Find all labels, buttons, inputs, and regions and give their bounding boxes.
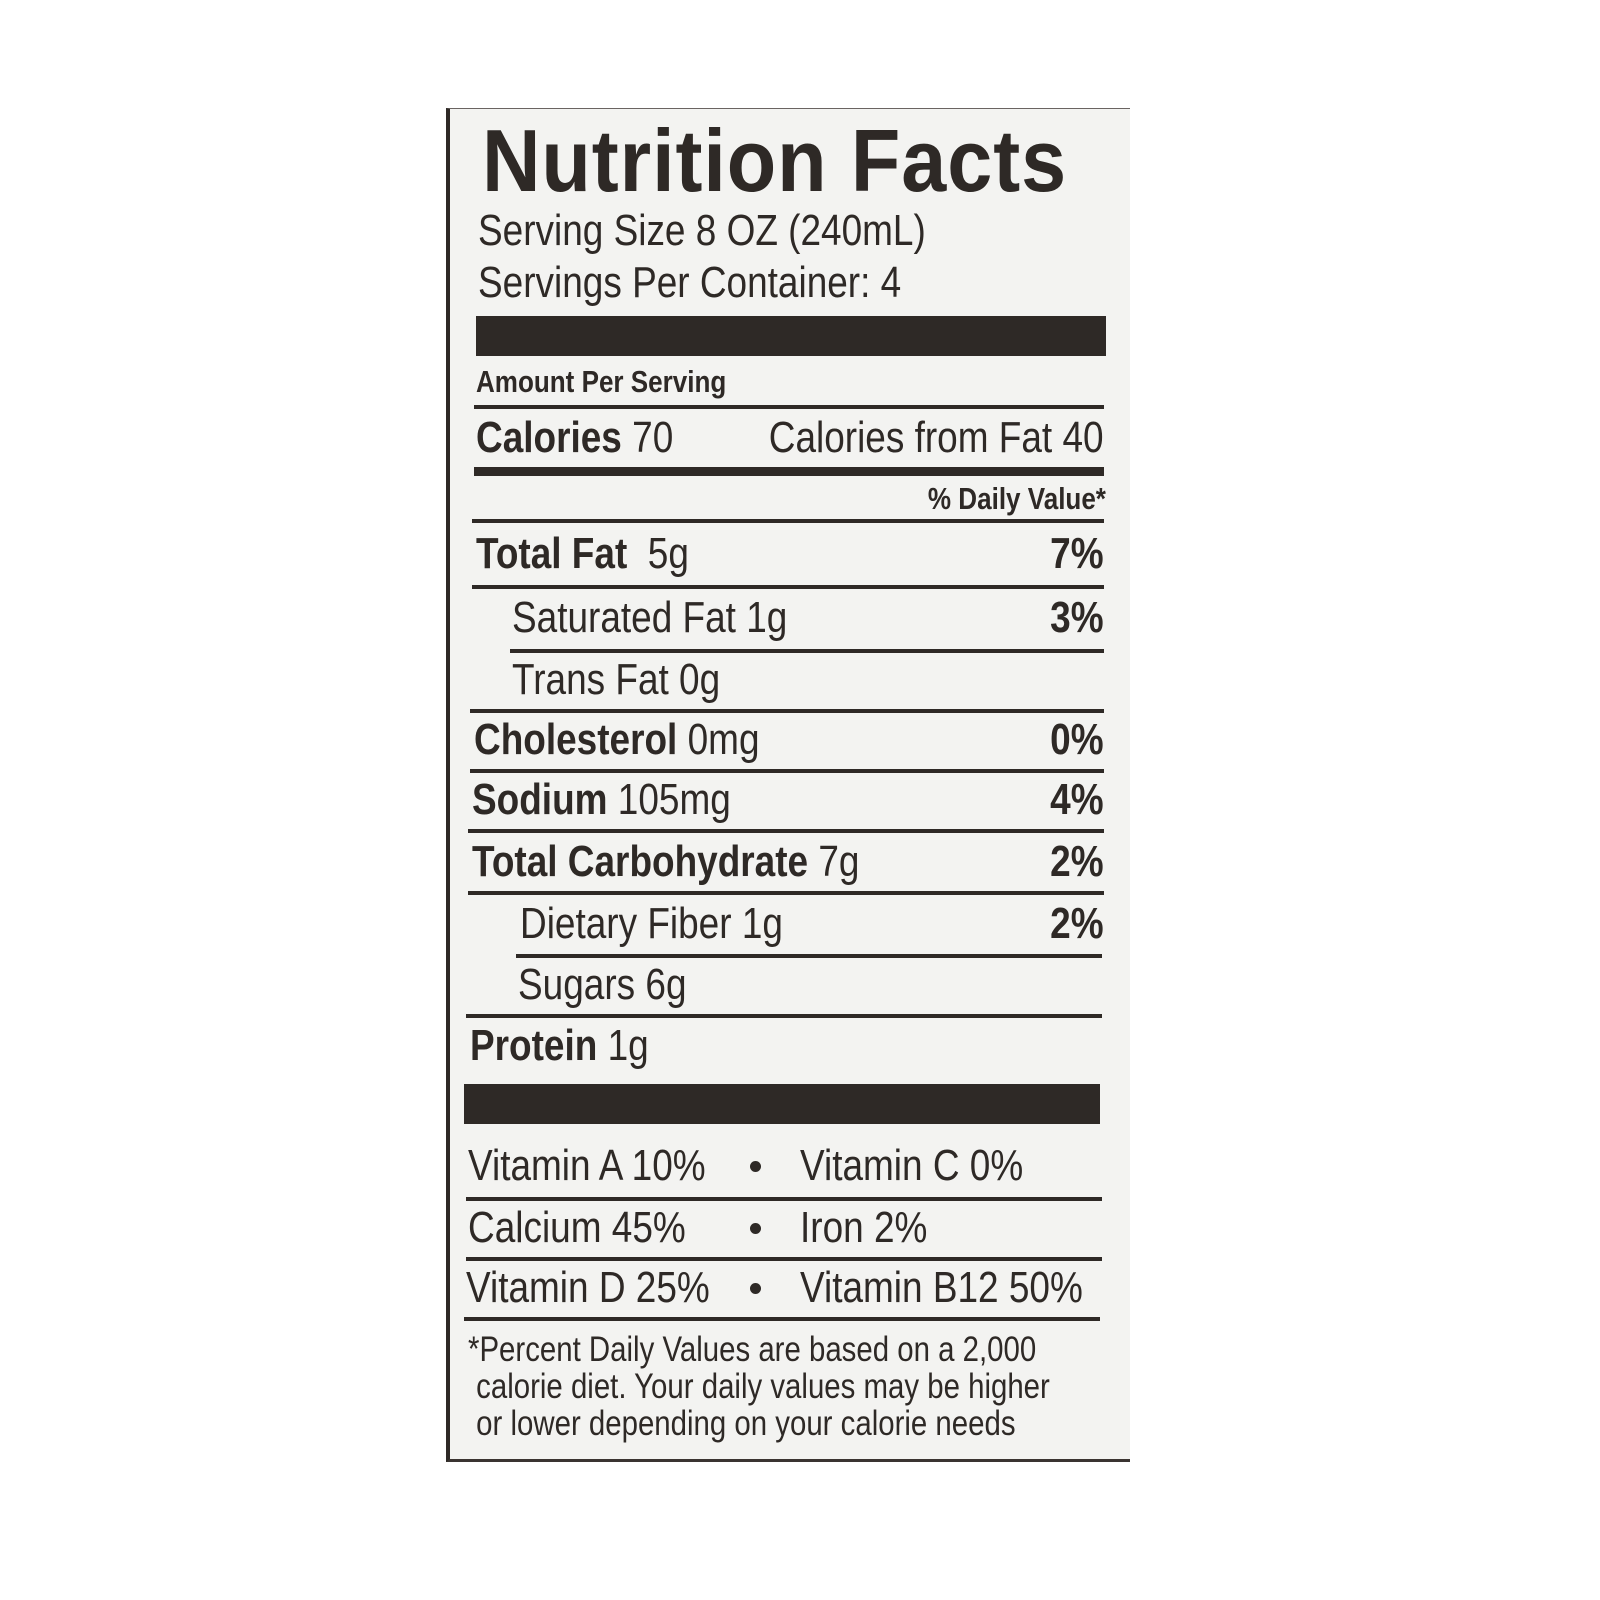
servings-per-container: Servings Per Container: 4 bbox=[478, 258, 902, 307]
calories-row: Calories 70 Calories from Fat 40 bbox=[450, 413, 1130, 465]
label-title: Nutrition Facts bbox=[482, 111, 1068, 210]
nutrients-7-amount: 6g bbox=[645, 960, 687, 1009]
bullet bbox=[750, 1263, 761, 1313]
nutrients-2-amount: 0g bbox=[679, 655, 721, 704]
nutrients-3-name: Cholesterol bbox=[474, 715, 678, 764]
divider bbox=[464, 1317, 1100, 1321]
nutrient-row-total-carbohydrate: Total Carbohydrate 7g 2% bbox=[450, 837, 1130, 889]
nutrients-6-dv: 2% bbox=[1050, 899, 1104, 948]
vitamins-1-left: Calcium 45% bbox=[468, 1203, 686, 1252]
nutrients-3-dv: 0% bbox=[1050, 715, 1104, 764]
row-text: Sodium 105mg bbox=[472, 775, 731, 825]
row-text: Trans Fat 0g bbox=[512, 655, 720, 705]
bullet bbox=[750, 1141, 761, 1191]
vitamins-1-right: Iron 2% bbox=[800, 1203, 928, 1252]
vitamins-0-left: Vitamin A 10% bbox=[468, 1141, 706, 1190]
serving-size: Serving Size 8 OZ (240mL) bbox=[478, 206, 926, 255]
thick-divider bbox=[464, 1084, 1100, 1124]
vitamin-row: Calcium 45% Iron 2% bbox=[450, 1203, 1130, 1255]
nutrients-4-amount: 105mg bbox=[617, 775, 731, 824]
footnote-0: *Percent Daily Values are based on a 2,0… bbox=[468, 1330, 1037, 1369]
nutrients-7-name: Sugars bbox=[518, 960, 636, 1009]
divider bbox=[472, 519, 1104, 523]
divider bbox=[470, 709, 1104, 713]
nutrients-1-name: Saturated Fat bbox=[512, 593, 736, 642]
bullet-icon bbox=[750, 1222, 761, 1234]
divider bbox=[466, 1197, 1102, 1201]
vitamin-row: Vitamin D 25% Vitamin B12 50% bbox=[450, 1263, 1130, 1315]
calories-left: Calories 70 bbox=[476, 413, 673, 463]
nutrient-row-sodium: Sodium 105mg 4% bbox=[450, 775, 1130, 827]
medium-divider bbox=[474, 467, 1104, 476]
row-text: Protein 1g bbox=[470, 1021, 649, 1071]
amount-per-serving: Amount Per Serving bbox=[476, 364, 727, 399]
nutrient-row-dietary-fiber: Dietary Fiber 1g 2% bbox=[450, 899, 1130, 951]
nutrients-2-name: Trans Fat bbox=[512, 655, 669, 704]
divider bbox=[472, 585, 1104, 589]
nutrients-0-dv: 7% bbox=[1050, 529, 1104, 578]
divider bbox=[474, 405, 1104, 409]
divider bbox=[510, 649, 1104, 653]
nutrients-1-dv: 3% bbox=[1050, 593, 1104, 642]
nutrient-row-trans-fat: Trans Fat 0g bbox=[450, 655, 1130, 707]
nutrient-row-total-fat: Total Fat 5g 7% bbox=[450, 529, 1130, 581]
bullet-icon bbox=[750, 1160, 761, 1172]
row-text: Total Carbohydrate 7g bbox=[472, 837, 860, 887]
footnote-2: or lower depending on your calorie needs bbox=[468, 1404, 1016, 1443]
nutrients-5-dv: 2% bbox=[1050, 837, 1104, 886]
row-text: Dietary Fiber 1g bbox=[520, 899, 783, 949]
calories-from-fat: Calories from Fat 40 bbox=[769, 413, 1104, 462]
daily-value-header: % Daily Value* bbox=[927, 481, 1106, 516]
nutrient-row-cholesterol: Cholesterol 0mg 0% bbox=[450, 715, 1130, 767]
nutrients-8-name: Protein bbox=[470, 1021, 598, 1070]
nutrients-0-amount: 5g bbox=[647, 529, 689, 578]
nutrients-3-amount: 0mg bbox=[687, 715, 760, 764]
vitamins-0-right: Vitamin C 0% bbox=[800, 1141, 1024, 1190]
vitamin-row: Vitamin A 10% Vitamin C 0% bbox=[450, 1141, 1130, 1193]
nutrients-4-dv: 4% bbox=[1050, 775, 1104, 824]
nutrients-0-name: Total Fat bbox=[476, 529, 628, 578]
nutrition-facts-label: Nutrition Facts Serving Size 8 OZ (240mL… bbox=[446, 108, 1130, 1462]
footnote-1: calorie diet. Your daily values may be h… bbox=[468, 1367, 1050, 1406]
bullet bbox=[750, 1203, 761, 1253]
divider bbox=[468, 891, 1104, 895]
footnote: *Percent Daily Values are based on a 2,0… bbox=[468, 1331, 1050, 1442]
row-text: Sugars 6g bbox=[518, 960, 687, 1010]
divider bbox=[466, 1257, 1102, 1261]
thick-divider bbox=[476, 316, 1106, 356]
calories-value: 70 bbox=[632, 413, 674, 462]
row-text: Total Fat 5g bbox=[476, 529, 689, 579]
calories-label: Calories bbox=[476, 413, 622, 462]
nutrient-row-saturated-fat: Saturated Fat 1g 3% bbox=[450, 593, 1130, 645]
nutrients-5-amount: 7g bbox=[818, 837, 860, 886]
divider bbox=[468, 829, 1104, 833]
nutrients-6-amount: 1g bbox=[741, 899, 783, 948]
nutrients-1-amount: 1g bbox=[746, 593, 788, 642]
nutrients-4-name: Sodium bbox=[472, 775, 608, 824]
row-text: Cholesterol 0mg bbox=[474, 715, 759, 765]
nutrient-row-sugars: Sugars 6g bbox=[450, 960, 1130, 1012]
divider bbox=[466, 1014, 1102, 1018]
vitamins-2-right: Vitamin B12 50% bbox=[800, 1263, 1083, 1312]
nutrient-row-protein: Protein 1g bbox=[450, 1021, 1130, 1073]
vitamins-2-left: Vitamin D 25% bbox=[466, 1263, 710, 1312]
nutrients-6-name: Dietary Fiber bbox=[520, 899, 732, 948]
divider bbox=[516, 954, 1102, 958]
bullet-icon bbox=[750, 1282, 761, 1294]
nutrients-8-amount: 1g bbox=[607, 1021, 649, 1070]
nutrients-5-name: Total Carbohydrate bbox=[472, 837, 809, 886]
divider bbox=[470, 769, 1104, 773]
row-text: Saturated Fat 1g bbox=[512, 593, 787, 643]
